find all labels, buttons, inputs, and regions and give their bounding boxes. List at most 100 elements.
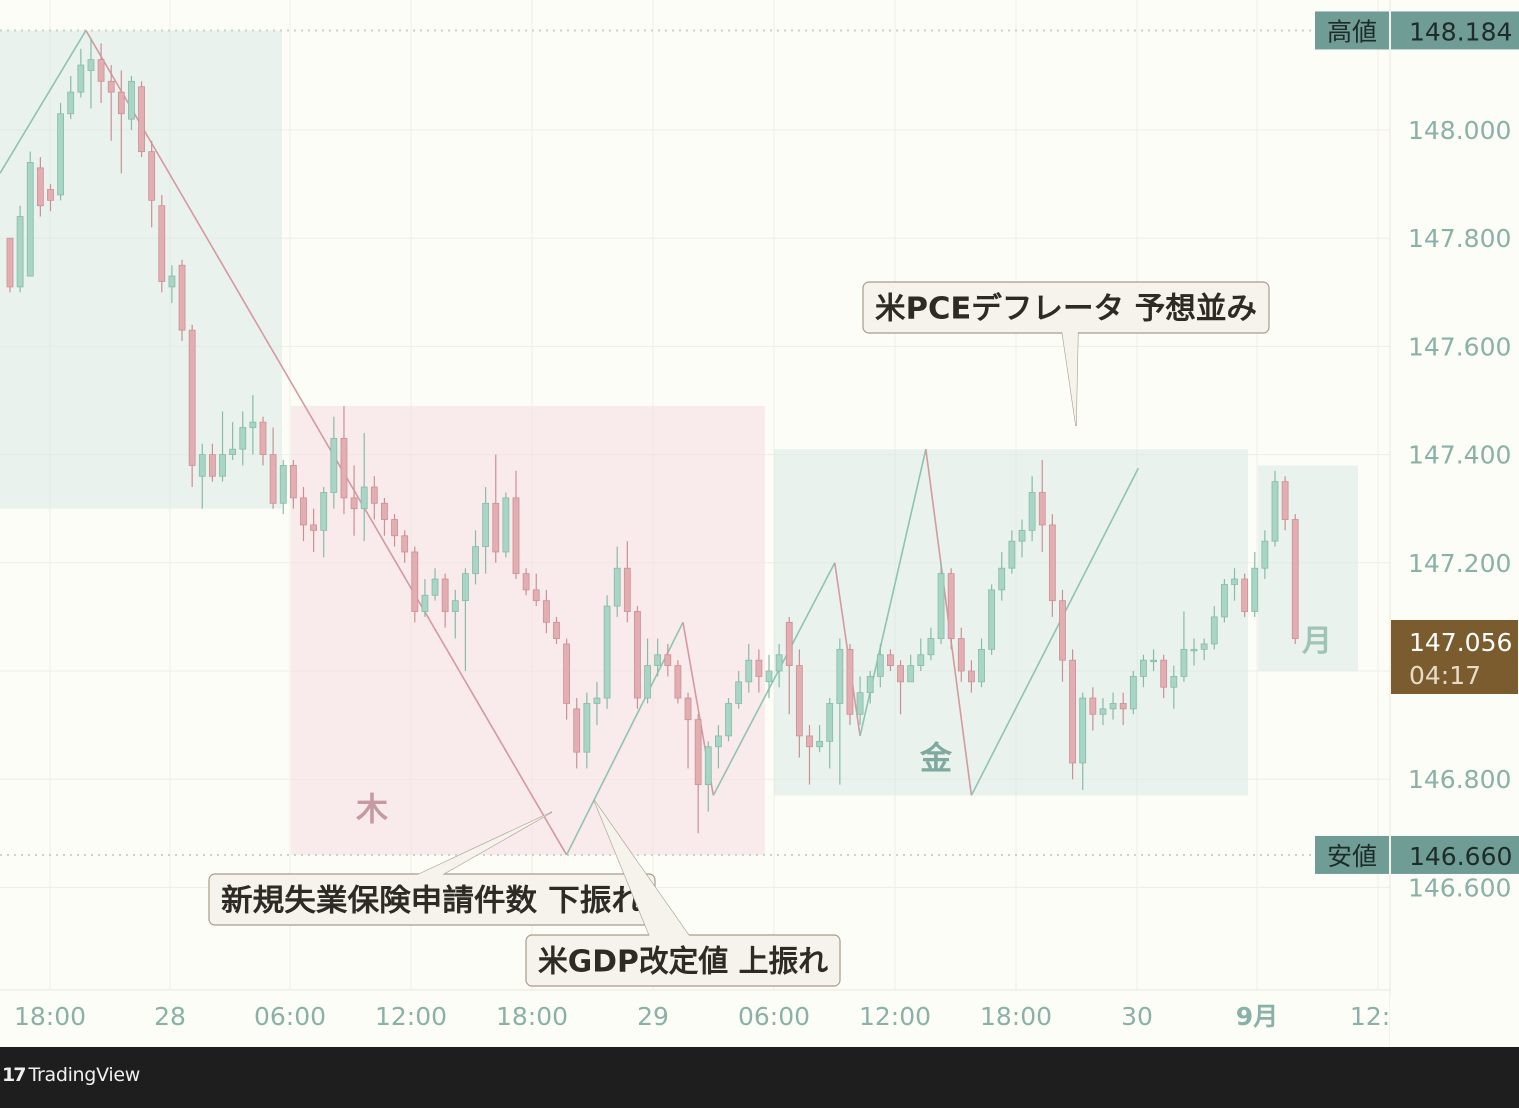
callout-text: 新規失業保険申請件数 下振れ — [221, 884, 643, 919]
callout-text: 米GDP改定値 上振れ — [538, 945, 828, 980]
candle — [401, 530, 409, 563]
candle-body — [765, 670, 773, 683]
candle — [57, 102, 64, 201]
candle — [421, 579, 429, 617]
candle — [168, 265, 176, 304]
candle — [816, 725, 823, 753]
candle-body — [623, 567, 631, 612]
candle — [1190, 638, 1198, 666]
candle — [795, 649, 803, 758]
candle — [1028, 476, 1036, 542]
candle-body — [6, 237, 14, 288]
candle — [77, 48, 85, 98]
candle — [208, 443, 216, 482]
candle-body — [421, 594, 429, 612]
zigzag-segment — [970, 467, 1140, 796]
candle — [583, 692, 591, 769]
candle-body — [1231, 578, 1238, 585]
candle — [310, 508, 318, 552]
time-axis-label: 18:00 — [496, 1002, 568, 1031]
candle — [158, 194, 166, 293]
candle — [411, 546, 419, 623]
candle-body — [229, 448, 237, 456]
candle-body — [917, 654, 925, 666]
candle-body — [1089, 697, 1097, 715]
price-axis-label: 146.600 — [1408, 873, 1511, 902]
candle-body — [370, 486, 378, 504]
candle-body — [542, 600, 550, 623]
candle-body — [522, 573, 530, 591]
candle-body — [704, 746, 712, 786]
candle-body — [1160, 659, 1168, 688]
candle-body — [1099, 708, 1107, 715]
candle-body — [320, 492, 328, 531]
candle-body — [360, 486, 368, 510]
candle — [1150, 649, 1157, 671]
candle-body — [138, 86, 145, 153]
zigzag-segment — [712, 562, 836, 796]
candle-body — [239, 427, 247, 450]
candle — [613, 546, 621, 617]
candle-body — [613, 567, 621, 607]
candle — [897, 660, 904, 715]
callout-text: 米PCEデフレータ 予想並み — [875, 292, 1257, 327]
candle — [188, 324, 196, 488]
candle-body — [644, 665, 651, 699]
time-axis-edge-mask — [1390, 995, 1519, 1047]
candle — [755, 649, 763, 693]
candle — [1241, 573, 1249, 617]
candle — [502, 492, 510, 558]
candle-body — [907, 665, 915, 683]
candle — [907, 654, 915, 683]
candle — [978, 638, 985, 688]
marker-value-box — [1391, 835, 1519, 874]
time-axis-label: 18:00 — [980, 1002, 1052, 1031]
marker-value-text: 146.660 — [1409, 842, 1512, 871]
candle-body — [502, 497, 510, 553]
candle-body — [735, 681, 743, 704]
candle-body — [350, 497, 358, 510]
marker-label-box — [1315, 11, 1389, 50]
marker-label-box — [1315, 835, 1389, 874]
tradingview-logo-icon: 17 — [2, 1064, 26, 1086]
current-price-value: 147.056 — [1409, 628, 1512, 657]
candle-body — [97, 59, 105, 82]
candle — [1079, 692, 1087, 791]
candle-body — [947, 573, 955, 639]
candle-body — [472, 546, 479, 575]
candle — [1038, 460, 1046, 552]
candle — [239, 411, 247, 466]
candle-body — [1109, 703, 1117, 710]
candle — [441, 573, 449, 628]
candle-body — [715, 735, 722, 748]
time-axis-label: 28 — [154, 1002, 186, 1031]
candle-body — [431, 578, 439, 596]
candle — [340, 405, 348, 515]
candle — [806, 725, 813, 785]
jobless-claims-callout: 新規失業保険申請件数 下振れ — [208, 811, 656, 926]
candle-body — [593, 697, 601, 704]
candle-body — [107, 80, 115, 93]
candle — [67, 75, 75, 120]
session-box-friday — [774, 449, 1248, 796]
tradingview-logo[interactable]: 17 TradingView — [2, 1064, 140, 1086]
candle-body — [401, 535, 409, 553]
candle-body — [836, 648, 844, 704]
marker-value-box — [1391, 11, 1519, 50]
candle — [26, 151, 34, 277]
candle — [249, 395, 257, 455]
candle — [279, 460, 287, 515]
price-axis-label: 147.200 — [1408, 549, 1511, 578]
candle-body — [634, 611, 641, 699]
candle — [1200, 638, 1208, 661]
time-axis-label: 9月 — [1236, 1002, 1278, 1031]
candle-body — [856, 692, 864, 715]
day-label-thursday: 木 — [355, 790, 388, 828]
candle — [1140, 654, 1147, 688]
price-axis-label: 147.800 — [1408, 224, 1511, 253]
candle — [542, 589, 550, 634]
candle-body — [745, 659, 753, 683]
candle-body — [188, 329, 196, 466]
